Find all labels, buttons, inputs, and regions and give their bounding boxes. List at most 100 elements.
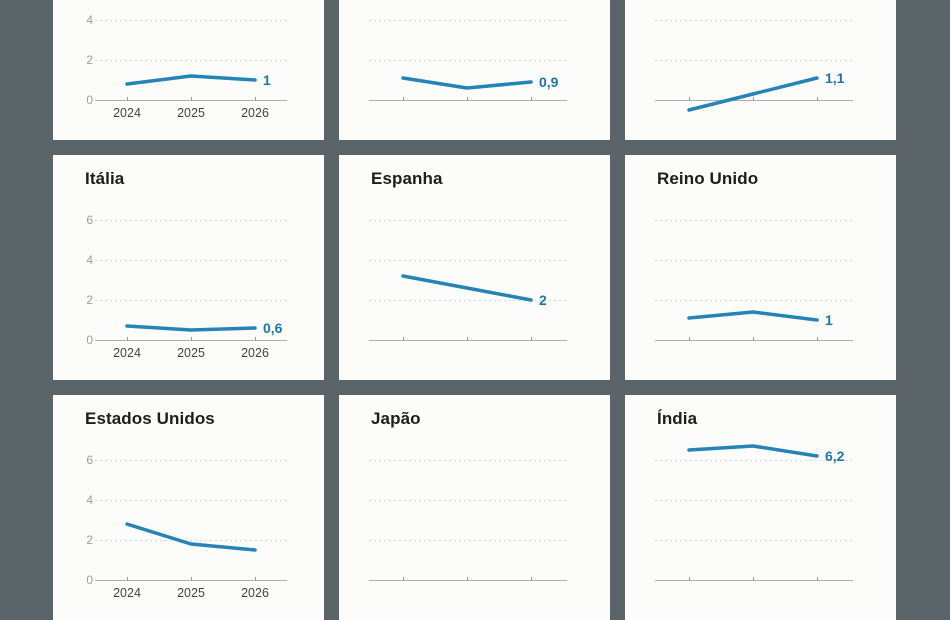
y-tick-label: 4 xyxy=(86,493,93,507)
chart-panel: Reino Unido 1 xyxy=(625,155,896,380)
axis-tick xyxy=(191,97,192,101)
axis-tick xyxy=(255,97,256,101)
axis-tick xyxy=(817,337,818,341)
chart-panel: Estados Unidos 0 2 4 6 2024 2025 2026 xyxy=(53,395,324,620)
gridline xyxy=(655,460,853,461)
axis-tick xyxy=(403,97,404,101)
axis-tick xyxy=(467,577,468,581)
axis-tick xyxy=(531,97,532,101)
axis-tick xyxy=(255,337,256,341)
axis-tick xyxy=(753,337,754,341)
axis-tick xyxy=(689,97,690,101)
trend-line xyxy=(687,444,819,458)
axis-tick xyxy=(531,337,532,341)
trend-line xyxy=(125,324,257,332)
trend-line-path xyxy=(687,444,819,458)
trend-line-path xyxy=(401,274,533,302)
gridline xyxy=(369,500,567,501)
chart-panel: Espanha 2 xyxy=(339,155,610,380)
y-tick-label: 2 xyxy=(86,53,93,67)
chart-panel: 1,1 xyxy=(625,0,896,140)
chart-panel: 0,9 xyxy=(339,0,610,140)
chart-panel: Japão xyxy=(339,395,610,620)
axis-tick xyxy=(191,337,192,341)
trend-line xyxy=(687,76,819,112)
gridline xyxy=(369,300,567,301)
chart-panel: 02462024202520261 xyxy=(53,0,324,140)
x-tick-label: 2025 xyxy=(177,346,205,360)
trend-line xyxy=(401,76,533,90)
x-tick-label: 2026 xyxy=(241,106,269,120)
y-tick-label: 6 xyxy=(86,213,93,227)
value-label: 0,9 xyxy=(539,74,559,90)
trend-line-path xyxy=(125,324,257,332)
gridline xyxy=(655,60,853,61)
y-tick-label: 0 xyxy=(86,93,93,107)
x-axis-line xyxy=(369,340,567,341)
gridline xyxy=(369,540,567,541)
value-label: 1 xyxy=(263,72,271,88)
small-multiples-grid: 0 2 4 6 2024 2025 2026 1 0,9 1,1 Itália 0 2 4 6 2024 202… xyxy=(53,0,896,620)
gridline xyxy=(95,260,287,261)
trend-line xyxy=(687,310,819,322)
trend-line xyxy=(125,74,257,86)
axis-tick xyxy=(403,337,404,341)
gridline xyxy=(369,220,567,221)
axis-tick xyxy=(403,577,404,581)
axis-tick xyxy=(817,97,818,101)
gridline xyxy=(95,500,287,501)
gridline xyxy=(655,260,853,261)
x-axis-line xyxy=(655,100,853,101)
gridline xyxy=(95,460,287,461)
panel-title: Japão xyxy=(371,409,421,428)
value-label: 1,1 xyxy=(825,70,845,86)
chart-panel: Itália 0 2 4 6 2024 2025 2026 0,6 xyxy=(53,155,324,380)
x-tick-label: 2024 xyxy=(113,106,141,120)
x-tick-label: 2025 xyxy=(177,106,205,120)
value-label: 2 xyxy=(539,292,547,308)
panel-title: Reino Unido xyxy=(657,169,759,188)
trend-line xyxy=(125,522,257,552)
x-axis-line xyxy=(655,340,853,341)
panel-title: Índia xyxy=(657,409,698,428)
gridline xyxy=(369,460,567,461)
trend-line xyxy=(401,274,533,302)
axis-tick xyxy=(753,97,754,101)
gridline xyxy=(369,20,567,21)
axis-tick xyxy=(127,97,128,101)
gridline xyxy=(655,500,853,501)
y-tick-label: 0 xyxy=(86,333,93,347)
trend-line-path xyxy=(687,76,819,112)
trend-line-path xyxy=(125,74,257,86)
x-axis-line xyxy=(369,580,567,581)
gridline xyxy=(655,300,853,301)
chart-panel: Índia 6,2 xyxy=(625,395,896,620)
gridline xyxy=(369,260,567,261)
x-tick-label: 2024 xyxy=(113,346,141,360)
gridline xyxy=(655,20,853,21)
gridline xyxy=(369,60,567,61)
panel-title: Itália xyxy=(85,169,125,188)
gridline xyxy=(95,20,287,21)
axis-tick xyxy=(467,337,468,341)
gridline xyxy=(95,60,287,61)
y-tick-label: 2 xyxy=(86,293,93,307)
axis-tick xyxy=(689,337,690,341)
axis-tick xyxy=(531,577,532,581)
axis-tick xyxy=(127,337,128,341)
value-label: 1 xyxy=(825,312,833,328)
value-label: 0,6 xyxy=(263,320,283,336)
y-tick-label: 4 xyxy=(86,253,93,267)
x-tick-label: 2026 xyxy=(241,346,269,360)
y-tick-label: 6 xyxy=(86,453,93,467)
panel-title: Estados Unidos xyxy=(85,409,215,428)
gridline xyxy=(95,300,287,301)
gridline xyxy=(95,220,287,221)
axis-tick xyxy=(467,97,468,101)
trend-line-path xyxy=(687,310,819,322)
panel-title: Espanha xyxy=(371,169,443,188)
trend-line-path xyxy=(401,76,533,90)
x-axis-line xyxy=(369,100,567,101)
trend-line-path xyxy=(125,522,257,552)
gridline xyxy=(655,220,853,221)
